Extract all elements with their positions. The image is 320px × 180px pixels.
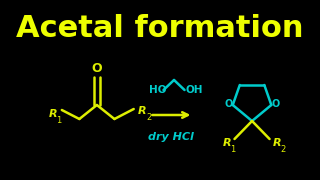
Text: 2: 2 — [280, 145, 285, 154]
Text: 1: 1 — [56, 116, 61, 125]
Text: OH: OH — [185, 85, 203, 95]
Text: 1: 1 — [230, 145, 236, 154]
Text: dry HCl: dry HCl — [148, 132, 194, 142]
Text: 2: 2 — [147, 112, 152, 122]
Text: R: R — [138, 106, 147, 116]
Text: Acetal formation: Acetal formation — [16, 14, 304, 43]
Text: R: R — [272, 138, 281, 148]
Text: O: O — [92, 62, 102, 75]
Text: R: R — [49, 109, 57, 119]
Text: HO: HO — [149, 85, 167, 95]
Text: O: O — [224, 99, 233, 109]
Text: R: R — [223, 138, 232, 148]
Text: O: O — [272, 99, 280, 109]
